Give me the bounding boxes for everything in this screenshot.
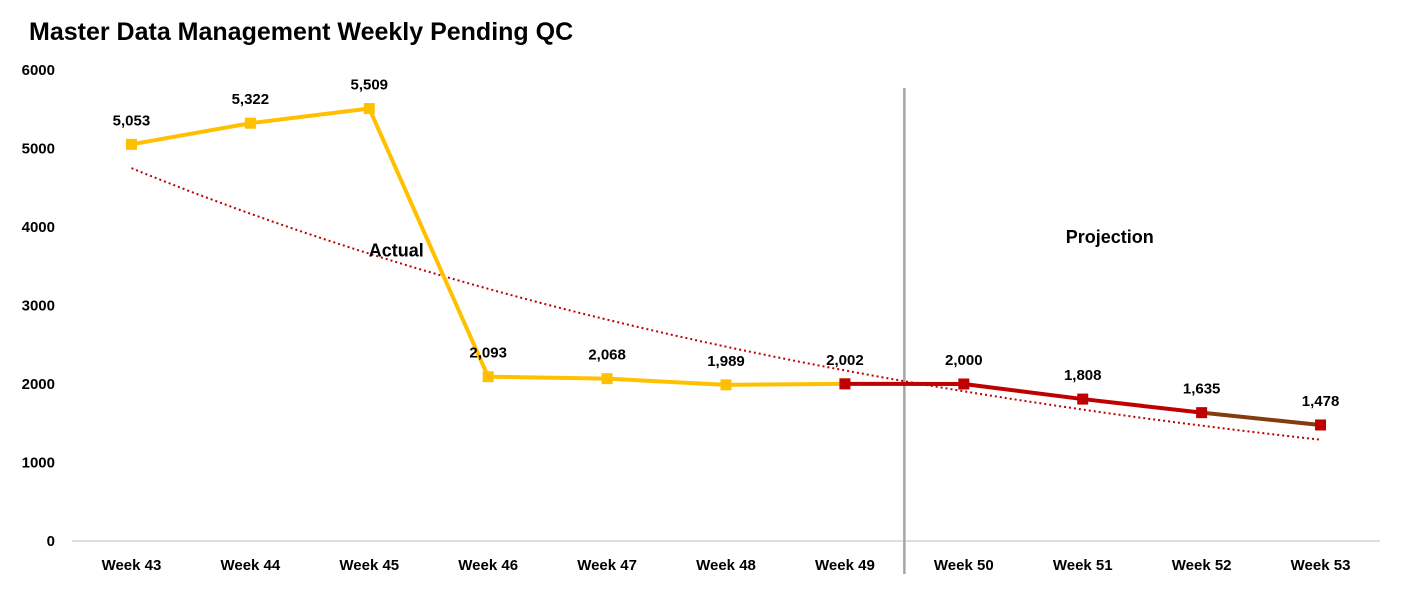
x-tick-label: Week 46 — [458, 557, 518, 574]
x-tick-label: Week 52 — [1172, 557, 1232, 574]
series-2-point — [958, 378, 970, 390]
data-label: 2,000 — [945, 352, 983, 369]
data-label: 2,002 — [826, 352, 864, 369]
series-2-segment — [961, 382, 1085, 402]
series-2-point — [1077, 393, 1089, 405]
annotation-label: Actual — [369, 241, 424, 261]
data-label: 2,068 — [588, 347, 626, 364]
y-tick-label: 1000 — [22, 455, 55, 472]
x-tick-label: Week 47 — [577, 557, 637, 574]
series-1-point — [482, 371, 494, 383]
series-1-point — [125, 138, 137, 150]
series-1-point — [244, 117, 256, 129]
x-tick-label: Week 53 — [1291, 557, 1351, 574]
trendline — [131, 167, 1321, 441]
y-tick-label: 6000 — [22, 62, 55, 79]
data-label: 1,989 — [707, 353, 745, 370]
series-1-segment — [129, 121, 253, 147]
series-2-point — [1196, 407, 1208, 419]
series-layer — [125, 103, 1327, 431]
data-label: 5,053 — [113, 112, 151, 129]
data-label: 1,478 — [1302, 393, 1340, 410]
series-1-segment — [248, 106, 372, 126]
trendline-layer — [131, 167, 1321, 441]
y-tick-label: 4000 — [22, 219, 55, 236]
axes-layer: 0 1000 2000 3000 4000 5000 6000 Week 43 Week 44 W… — [22, 62, 1380, 574]
x-tick-label: Week 49 — [815, 557, 875, 574]
y-tick-label: 5000 — [22, 141, 55, 158]
series-1-segment — [367, 106, 491, 379]
y-tick-label: 3000 — [22, 298, 55, 315]
chart-title: Master Data Management Weekly Pending QC — [29, 18, 574, 46]
data-label: 5,322 — [232, 91, 270, 108]
series-1-point — [363, 103, 375, 115]
data-label: 2,093 — [469, 345, 507, 362]
series-1-segment — [486, 374, 610, 381]
series-2-point — [1315, 419, 1327, 431]
y-tick-label: 2000 — [22, 376, 55, 393]
series-1-segment — [605, 376, 728, 387]
series-2-segment — [1080, 397, 1204, 415]
series-1-segment — [724, 381, 847, 387]
series-2-point — [839, 378, 851, 390]
x-tick-label: Week 43 — [102, 557, 162, 574]
series-1-point — [720, 379, 732, 391]
annotation-label: Projection — [1066, 227, 1154, 247]
data-label: 5,509 — [350, 77, 388, 94]
x-tick-label: Week 44 — [220, 557, 280, 574]
x-tick-label: Week 48 — [696, 557, 756, 574]
label-layer: 5,053 5,322 5,509 2,093 2,068 1,989 2,002 2,000… — [113, 77, 1340, 410]
series-1-point — [601, 373, 613, 385]
data-label: 1,808 — [1064, 367, 1102, 384]
x-tick-label: Week 50 — [934, 557, 994, 574]
series-2-segment — [1199, 410, 1323, 427]
data-label: 1,635 — [1183, 381, 1221, 398]
y-tick-label: 0 — [47, 533, 55, 550]
x-tick-label: Week 45 — [339, 557, 399, 574]
x-tick-label: Week 51 — [1053, 557, 1113, 574]
